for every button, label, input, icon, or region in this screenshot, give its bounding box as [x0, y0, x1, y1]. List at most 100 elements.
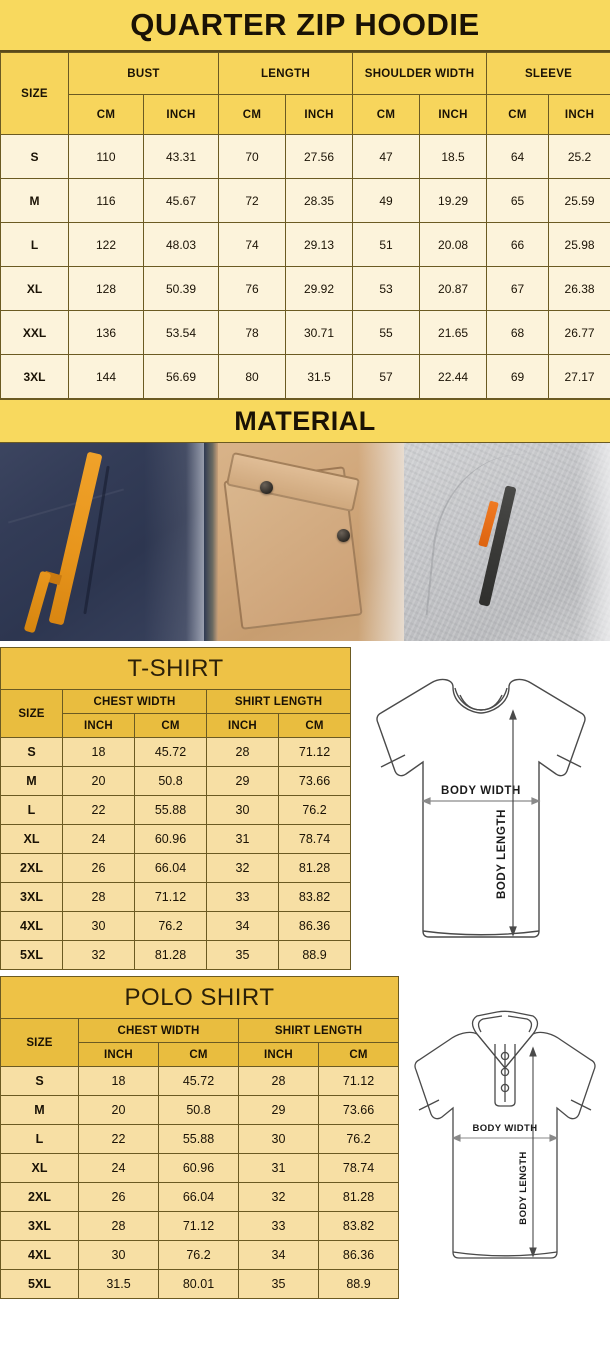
hoodie-bust_cm-0: 110 — [68, 134, 144, 179]
polo-header-unit-3: CM — [317, 1042, 400, 1067]
polo-length_cm-2: 76.2 — [317, 1124, 400, 1154]
tshirt-header-size: SIZE — [0, 689, 63, 738]
fleece-texture — [404, 443, 610, 641]
tshirt-header-group-0: CHEST WIDTH — [62, 689, 207, 714]
table-row: 2XL 26 66.04 32 81.28 — [0, 1182, 400, 1212]
polo-length_in-3: 31 — [238, 1153, 319, 1183]
tshirt-length_in-3: 31 — [206, 824, 279, 854]
hoodie-shoulder_in-1: 19.29 — [419, 178, 488, 223]
hoodie-sleeve_cm-5: 69 — [486, 354, 550, 399]
tshirt-header-unit-1: CM — [134, 713, 207, 738]
polo-length_cm-0: 71.12 — [317, 1066, 400, 1096]
tshirt-length_in-0: 28 — [206, 737, 279, 767]
polo-chest_in-0: 18 — [78, 1066, 159, 1096]
tshirt-chest_in-4: 26 — [62, 853, 135, 883]
polo-table-wrap: POLO SHIRT SIZE CHEST WIDTH SHIRT LENGTH INC… — [0, 976, 400, 1299]
hoodie-size-M: M — [0, 178, 69, 223]
polo-length_in-1: 29 — [238, 1095, 319, 1125]
tshirt-chest_cm-7: 81.28 — [134, 940, 207, 970]
tshirt-chest_cm-5: 71.12 — [134, 882, 207, 912]
section-spacer — [0, 641, 610, 647]
table-row: XL 24 60.96 31 78.74 — [0, 1153, 400, 1183]
hoodie-bust_cm-5: 144 — [68, 354, 144, 399]
table-row: 3XL 28 71.12 33 83.82 — [0, 882, 352, 912]
tshirt-chest_cm-3: 60.96 — [134, 824, 207, 854]
tshirt-chest_in-5: 28 — [62, 882, 135, 912]
hoodie-bust_in-4: 53.54 — [142, 310, 220, 355]
tshirt-chest_cm-0: 45.72 — [134, 737, 207, 767]
tshirt-length_cm-3: 78.74 — [277, 824, 352, 854]
polo-size-L: L — [0, 1124, 79, 1154]
tshirt-chest_in-1: 20 — [62, 766, 135, 796]
snap-button-top — [260, 481, 273, 494]
tshirt-size-3XL: 3XL — [0, 882, 63, 912]
table-row: M 116 45.67 72 28.35 49 19.29 65 25.59 — [0, 178, 610, 223]
table-row: 3XL 144 56.69 80 31.5 57 22.44 69 27.17 — [0, 354, 610, 399]
hoodie-sleeve_in-0: 25.2 — [548, 134, 610, 179]
tshirt-unit-row: INCH CM INCH CM — [1, 713, 352, 738]
khaki-snap-pocket-photo — [204, 443, 404, 641]
hoodie-shoulder_cm-4: 55 — [352, 310, 421, 355]
polo-length_cm-4: 81.28 — [317, 1182, 400, 1212]
hoodie-size-L: L — [0, 222, 69, 267]
polo-size-4XL: 4XL — [0, 1240, 79, 1270]
hoodie-length_cm-1: 72 — [218, 178, 287, 223]
polo-diagram-wrap: BODY WIDTH BODY LENGTH — [399, 976, 610, 1299]
table-row: XXL 136 53.54 78 30.71 55 21.65 68 26.77 — [0, 310, 610, 355]
tshirt-size-2XL: 2XL — [0, 853, 63, 883]
hoodie-size-table: SIZE BUST LENGTH SHOULDER WIDTH SLEEVE CM INCH… — [0, 52, 610, 399]
tshirt-measurement-diagram: BODY WIDTH BODY LENGTH — [375, 678, 586, 938]
polo-chest_cm-2: 55.88 — [158, 1124, 239, 1154]
hoodie-length_in-0: 27.56 — [285, 134, 354, 179]
tshirt-body-length-label: BODY LENGTH — [496, 808, 508, 898]
tshirt-header-unit-2: INCH — [206, 713, 279, 738]
polo-chest_cm-5: 71.12 — [158, 1211, 239, 1241]
hoodie-bust_cm-3: 128 — [68, 266, 144, 311]
hoodie-shoulder_cm-2: 51 — [352, 222, 421, 267]
hoodie-sleeve_in-5: 27.17 — [548, 354, 610, 399]
hoodie-bust_in-2: 48.03 — [142, 222, 220, 267]
polo-header-group-1: SHIRT LENGTH — [237, 1018, 400, 1043]
hoodie-header-unit-2: CM — [218, 94, 287, 135]
tshirt-header-group-1: SHIRT LENGTH — [205, 689, 352, 714]
hoodie-header-group-2: SHOULDER WIDTH — [352, 52, 488, 95]
table-row: M 20 50.8 29 73.66 — [0, 1095, 400, 1125]
material-photo-strip — [0, 443, 610, 641]
table-row: XL 24 60.96 31 78.74 — [0, 824, 352, 854]
tshirt-body-width-label: BODY WIDTH — [441, 785, 521, 797]
table-row: L 22 55.88 30 76.2 — [0, 795, 352, 825]
polo-length_cm-1: 73.66 — [317, 1095, 400, 1125]
tshirt-chest_cm-1: 50.8 — [134, 766, 207, 796]
polo-length_in-4: 32 — [238, 1182, 319, 1212]
polo-chest_in-2: 22 — [78, 1124, 159, 1154]
fabric-fold — [8, 488, 124, 524]
hoodie-header-unit-0: CM — [68, 94, 144, 135]
polo-length_cm-5: 83.82 — [317, 1211, 400, 1241]
polo-section: POLO SHIRT SIZE CHEST WIDTH SHIRT LENGTH INC… — [0, 976, 610, 1299]
hoodie-size-3XL: 3XL — [0, 354, 69, 399]
hoodie-sleeve_cm-2: 66 — [486, 222, 550, 267]
hoodie-shoulder_in-2: 20.08 — [419, 222, 488, 267]
hoodie-header-row: SIZE BUST LENGTH SHOULDER WIDTH SLEEVE — [0, 52, 610, 135]
tshirt-header-unit-3: CM — [277, 713, 352, 738]
hoodie-title-banner: QUARTER ZIP HOODIE — [0, 0, 610, 52]
polo-header-unit-2: INCH — [238, 1042, 319, 1067]
polo-size-2XL: 2XL — [0, 1182, 79, 1212]
polo-chest_cm-1: 50.8 — [158, 1095, 239, 1125]
table-row: 5XL 32 81.28 35 88.9 — [0, 940, 352, 970]
hoodie-bust_in-1: 45.67 — [142, 178, 220, 223]
polo-body-length-label: BODY LENGTH — [518, 1151, 529, 1224]
tshirt-chest_cm-6: 76.2 — [134, 911, 207, 941]
hoodie-header-group-1: LENGTH — [218, 52, 354, 95]
hoodie-header-unit-5: INCH — [419, 94, 488, 135]
polo-header-unit-0: INCH — [78, 1042, 159, 1067]
polo-size-S: S — [0, 1066, 79, 1096]
section-spacer — [0, 970, 610, 976]
polo-chest_cm-6: 76.2 — [158, 1240, 239, 1270]
hoodie-bust_cm-4: 136 — [68, 310, 144, 355]
tshirt-size-S: S — [0, 737, 63, 767]
photo-edge-shadow — [576, 443, 610, 641]
polo-body-width-label: BODY WIDTH — [472, 1123, 537, 1134]
tshirt-length_in-7: 35 — [206, 940, 279, 970]
table-row: L 22 55.88 30 76.2 — [0, 1124, 400, 1154]
